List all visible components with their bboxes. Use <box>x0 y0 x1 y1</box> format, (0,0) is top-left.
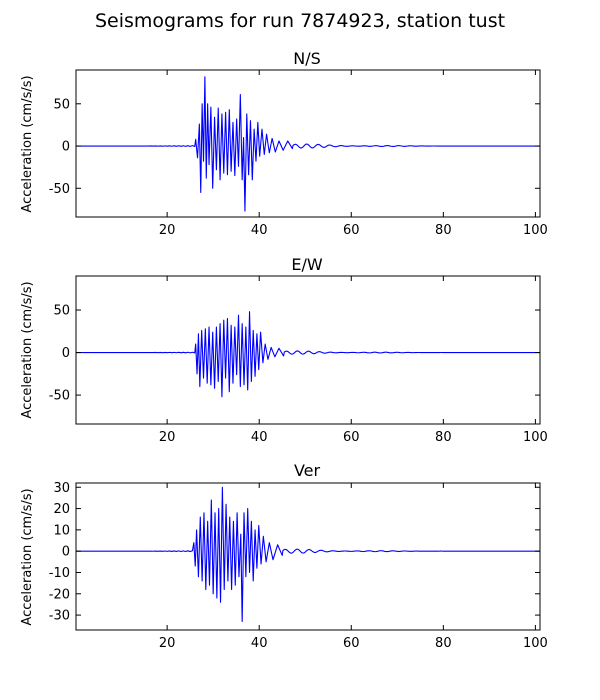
x-tick-label-ver: 20 <box>159 636 176 651</box>
x-tick-label-ver: 60 <box>343 636 360 651</box>
x-tick-label-ns: 60 <box>343 223 360 238</box>
x-tick-label-ns: 40 <box>251 223 268 238</box>
trace-line-ver <box>76 486 540 623</box>
y-tick-label-ew: 50 <box>53 304 70 319</box>
panel-ew: E/W Acceleration (cm/s/s) 20 40 60 80 100 -50… <box>20 255 548 445</box>
y-tick-label-ver: 0 <box>62 545 70 560</box>
x-tick-label-ew: 80 <box>435 430 452 445</box>
panel-title-ns: N/S <box>293 49 321 68</box>
y-tick-label-ew: 0 <box>62 346 70 361</box>
panel-title-ver: Ver <box>294 461 321 480</box>
axes-frame-ew <box>75 275 541 425</box>
y-tick-label-ns: 50 <box>53 97 70 112</box>
x-tick-label-ew: 40 <box>251 430 268 445</box>
x-tick-label-ns: 80 <box>435 223 452 238</box>
axes-frame-ver <box>75 482 541 631</box>
y-tick-label-ver: 20 <box>53 502 70 517</box>
x-tick-label-ns: 20 <box>159 223 176 238</box>
panel-ns: N/S Acceleration (cm/s/s) 20 40 60 80 100 -50… <box>20 49 548 238</box>
panel-ver: Ver Acceleration (cm/s/s) 20 40 60 80 100-30… <box>20 461 548 651</box>
y-tick-label-ver: -20 <box>49 587 70 602</box>
x-tick-label-ver: 100 <box>523 636 548 651</box>
x-tick-label-ver: 80 <box>435 636 452 651</box>
ylabel-ver: Acceleration (cm/s/s) <box>20 488 35 625</box>
x-tick-label-ns: 100 <box>523 223 548 238</box>
y-tick-label-ver: 30 <box>53 481 70 496</box>
figure-title: Seismograms for run 7874923, station tus… <box>94 10 506 32</box>
x-tick-label-ew: 60 <box>343 430 360 445</box>
x-tick-label-ver: 40 <box>251 636 268 651</box>
x-tick-label-ew: 100 <box>523 430 548 445</box>
y-tick-label-ew: -50 <box>49 389 70 404</box>
y-tick-label-ver: -10 <box>49 566 70 581</box>
axes-frame-ns <box>75 69 541 218</box>
y-tick-label-ver: -30 <box>49 609 70 624</box>
y-tick-label-ver: 10 <box>53 523 70 538</box>
ylabel-ew: Acceleration (cm/s/s) <box>20 281 35 418</box>
trace-line-ns <box>76 76 540 212</box>
y-tick-label-ns: 0 <box>62 140 70 155</box>
panel-title-ew: E/W <box>291 255 323 274</box>
x-tick-label-ew: 20 <box>159 430 176 445</box>
y-tick-label-ns: -50 <box>49 182 70 197</box>
ylabel-ns: Acceleration (cm/s/s) <box>20 75 35 212</box>
trace-line-ew <box>76 311 540 398</box>
